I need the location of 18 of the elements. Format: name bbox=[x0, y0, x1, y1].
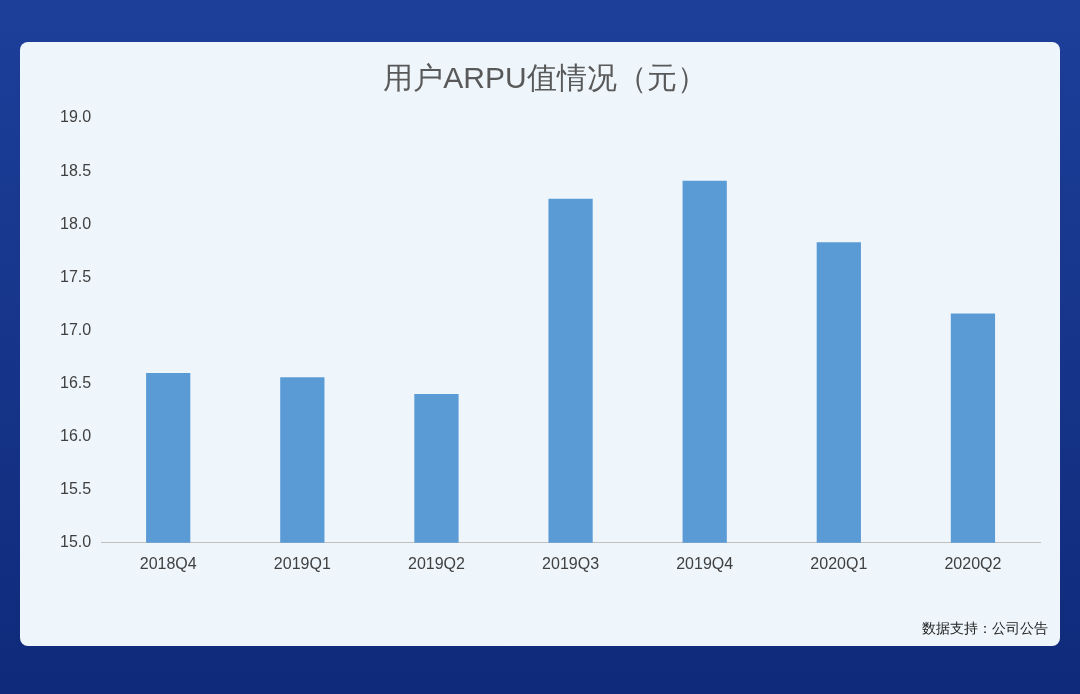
y-tick-label: 15.5 bbox=[60, 480, 92, 498]
y-tick-label: 16.5 bbox=[60, 373, 92, 391]
y-tick-label: 18.0 bbox=[60, 214, 92, 232]
y-tick-label: 18.5 bbox=[60, 161, 92, 179]
x-tick-label: 2019Q3 bbox=[542, 554, 600, 572]
x-tick-label: 2019Q2 bbox=[407, 554, 466, 572]
x-tick-label: 2020Q1 bbox=[810, 554, 868, 572]
chart-title: 用户ARPU值情况（元） bbox=[383, 61, 707, 95]
y-tick-label: 17.5 bbox=[60, 267, 92, 285]
x-tick-label: 2019Q1 bbox=[273, 554, 331, 572]
y-tick-label: 16.0 bbox=[60, 427, 92, 445]
x-tick-label: 2020Q2 bbox=[944, 554, 1002, 572]
y-tick-label: 19.0 bbox=[60, 108, 92, 126]
x-tick-label: 2018Q4 bbox=[139, 554, 197, 572]
y-tick-label: 17.0 bbox=[60, 320, 92, 338]
y-tick-label: 15.0 bbox=[60, 533, 92, 551]
text: 数据支持：公司公告 bbox=[922, 619, 1048, 636]
x-tick-label: 2019Q4 bbox=[676, 554, 734, 572]
